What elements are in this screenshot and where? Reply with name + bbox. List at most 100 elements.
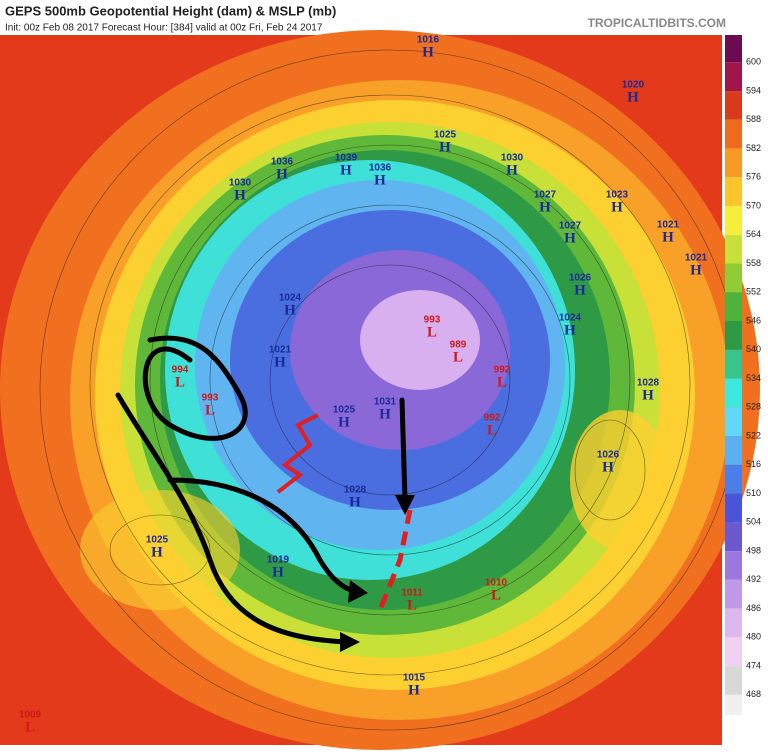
colorbar-band <box>725 407 742 437</box>
center-letter: H <box>340 162 352 178</box>
center-value: 1016 <box>417 35 440 46</box>
colorbar-label: 504 <box>746 517 761 527</box>
center-letter: L <box>427 324 437 340</box>
center-value: 1027 <box>559 221 582 232</box>
colorbar-band <box>725 694 742 715</box>
colorbar-band <box>725 206 742 235</box>
colorbar-label: 540 <box>746 344 761 354</box>
center-value: 1030 <box>501 153 524 164</box>
colorbar-band <box>725 119 742 149</box>
center-letter: H <box>662 229 674 245</box>
center-letter: H <box>506 162 518 178</box>
colorbar-label: 486 <box>746 603 761 613</box>
center-value: 1021 <box>269 345 292 356</box>
center-letter: H <box>272 564 284 580</box>
center-value: 994 <box>172 365 189 376</box>
center-letter: H <box>690 262 702 278</box>
center-letter: H <box>234 187 246 203</box>
colorbar-band <box>725 35 742 63</box>
colorbar-band <box>725 378 742 408</box>
colorbar-label: 546 <box>746 315 761 325</box>
colorbar-label: 528 <box>746 402 761 412</box>
colorbar-band <box>725 234 742 264</box>
center-letter: L <box>487 422 497 438</box>
center-letter: H <box>276 166 288 182</box>
colorbar-label: 522 <box>746 430 761 440</box>
colorbar-label: 534 <box>746 373 761 383</box>
center-letter: H <box>602 459 614 475</box>
colorbar-band <box>725 292 742 322</box>
center-letter: H <box>151 544 163 560</box>
center-letter: H <box>338 414 350 430</box>
center-value: 1030 <box>229 178 252 189</box>
center-letter: L <box>407 597 417 613</box>
center-letter: H <box>422 44 434 60</box>
colorbar-band <box>725 349 742 379</box>
colorbar-band <box>725 637 742 667</box>
center-letter: L <box>453 349 463 365</box>
center-value: 1019 <box>267 555 290 566</box>
colorbar-band <box>725 321 742 350</box>
center-letter: H <box>642 387 654 403</box>
subtitle: Init: 00z Feb 08 2017 Forecast Hour: [38… <box>5 23 323 34</box>
center-value: 1011 <box>401 588 423 599</box>
colorbar-band <box>725 579 742 609</box>
colorbar-label: 564 <box>746 229 761 239</box>
colorbar-label: 492 <box>746 574 761 584</box>
colorbar-band <box>725 464 742 494</box>
center-letter: H <box>349 494 361 510</box>
colorbar: 600 594 588 582 576 570 564 558 552 546 540 534 528 5… <box>725 35 761 715</box>
center-value: 1028 <box>344 485 367 496</box>
colorbar-label: 474 <box>746 660 761 670</box>
center-letter: L <box>491 587 501 603</box>
colorbar-band <box>725 91 742 120</box>
center-letter: L <box>175 374 185 390</box>
colorbar-band <box>725 551 742 580</box>
center-value: 993 <box>424 315 441 326</box>
center-value: 993 <box>202 393 219 404</box>
colorbar-band <box>725 666 742 695</box>
center-value: 1039 <box>335 153 358 164</box>
center-letter: H <box>627 89 639 105</box>
center-value: 1026 <box>569 273 592 284</box>
colorbar-band <box>725 493 742 523</box>
center-value: 1024 <box>559 313 582 324</box>
center-value: 1021 <box>685 253 708 264</box>
colorbar-label: 498 <box>746 545 761 555</box>
center-value: 989 <box>450 340 467 351</box>
center-letter: H <box>374 172 386 188</box>
center-value: 1021 <box>657 220 680 231</box>
colorbar-label: 558 <box>746 258 761 268</box>
colorbar-label: 582 <box>746 143 761 153</box>
center-letter: H <box>284 302 296 318</box>
center-letter: H <box>379 406 391 422</box>
center-value: 1026 <box>597 450 620 461</box>
colorbar-label: 516 <box>746 459 761 469</box>
colorbar-label: 588 <box>746 114 761 124</box>
brand: TROPICALTIDBITS.COM <box>588 16 726 30</box>
colorbar-label: 570 <box>746 200 761 210</box>
colorbar-band <box>725 148 742 178</box>
center-value: 1015 <box>403 673 426 684</box>
colorbar-band <box>725 263 742 293</box>
center-value: 1009 <box>19 710 42 721</box>
center-letter: H <box>564 322 576 338</box>
colorbar-label: 594 <box>746 85 761 95</box>
colorbar-band <box>725 177 742 207</box>
title: GEPS 500mb Geopotential Height (dam) & M… <box>5 3 336 18</box>
center-value: 1023 <box>606 190 629 201</box>
colorbar-label: 576 <box>746 172 761 182</box>
center-value: 992 <box>484 413 501 424</box>
center-value: 1027 <box>534 190 557 201</box>
center-value: 1036 <box>369 163 392 174</box>
colorbar-label: 600 <box>746 57 761 67</box>
center-letter: H <box>611 199 623 215</box>
center-value: 1031 <box>374 397 397 408</box>
center-value: 1010 <box>485 578 508 589</box>
center-value: 1020 <box>622 80 645 91</box>
colorbar-label: 480 <box>746 632 761 642</box>
colorbar-label: 510 <box>746 488 761 498</box>
center-letter: H <box>408 682 420 698</box>
center-letter: L <box>497 374 507 390</box>
